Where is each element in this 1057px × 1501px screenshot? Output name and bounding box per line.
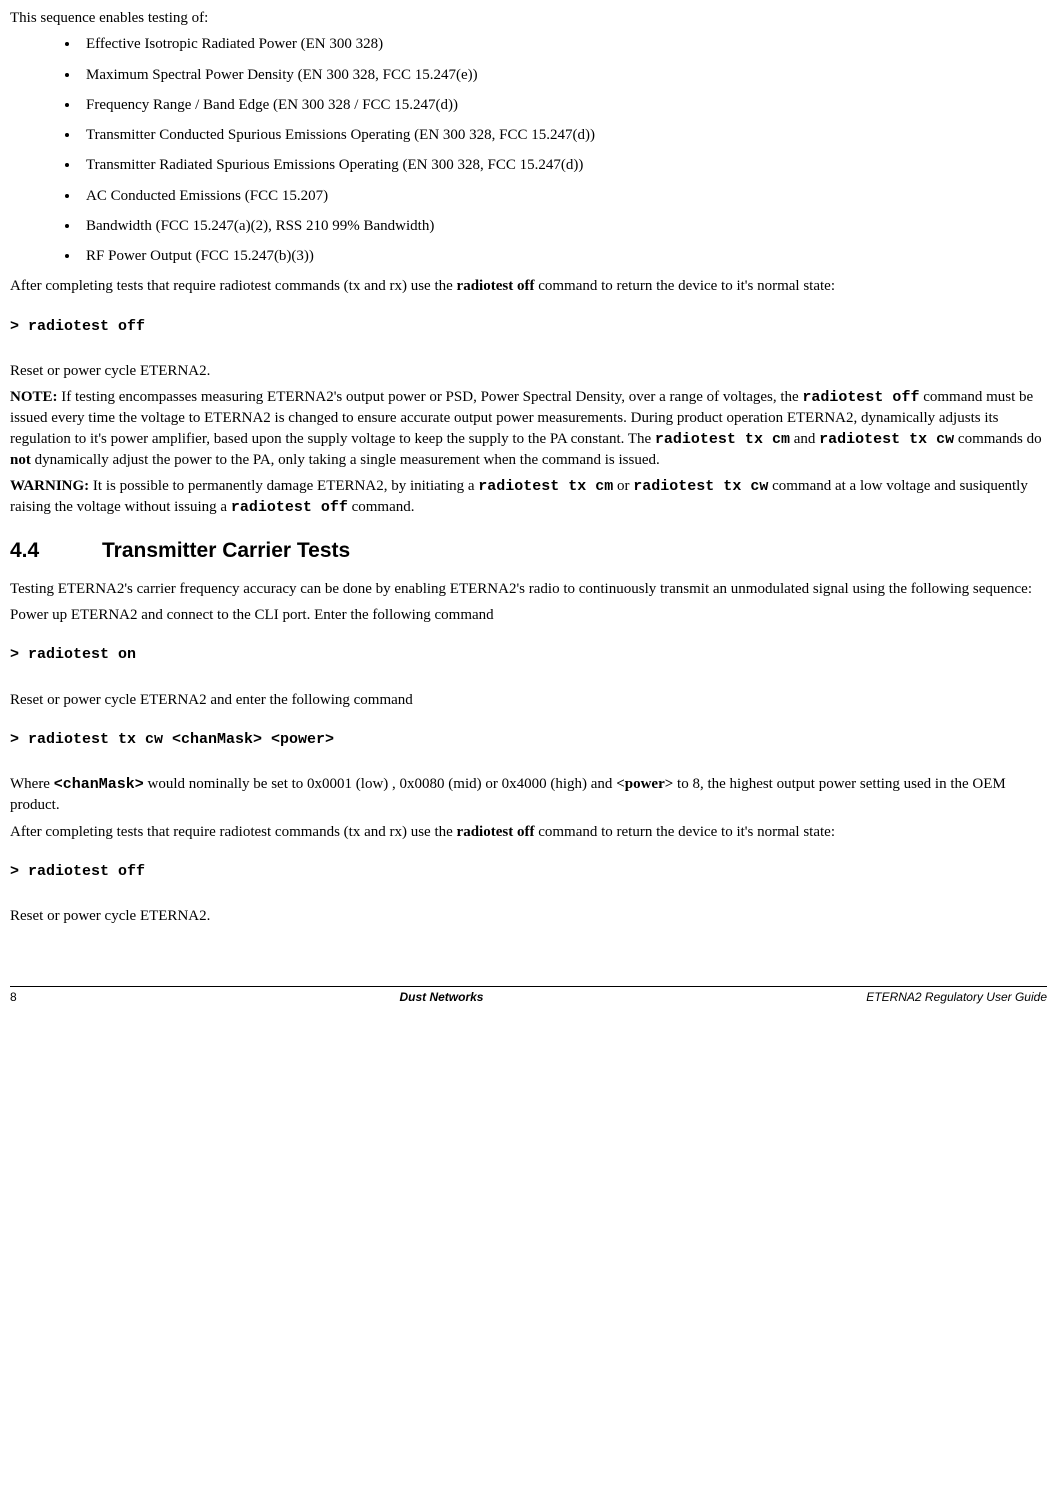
carrier-p2: Power up ETERNA2 and connect to the CLI …: [10, 605, 1047, 625]
text: dynamically adjust the power to the PA, …: [31, 452, 660, 468]
section-heading: 4.4Transmitter Carrier Tests: [10, 537, 1047, 565]
command-radiotest-txcw: > radiotest tx cw <chanMask> <power>: [10, 730, 1047, 750]
power-inline: <power>: [616, 776, 673, 792]
text: If testing encompasses measuring ETERNA2…: [58, 389, 803, 405]
reset-text-2: Reset or power cycle ETERNA2.: [10, 906, 1047, 926]
text: After completing tests that require radi…: [10, 824, 457, 840]
radiotest-off-bold: radiotest off: [457, 824, 535, 840]
test-list: Effective Isotropic Radiated Power (EN 3…: [10, 34, 1047, 266]
section-number: 4.4: [10, 537, 102, 565]
cmd-inline-cw: radiotest tx cw: [819, 431, 954, 448]
footer-company: Dust Networks: [399, 989, 483, 1005]
carrier-p1: Testing ETERNA2's carrier frequency accu…: [10, 579, 1047, 599]
text: command.: [348, 499, 415, 515]
list-item: AC Conducted Emissions (FCC 15.207): [80, 186, 1047, 206]
text: It is possible to permanently damage ETE…: [89, 478, 478, 494]
after-tests-paragraph-2: After completing tests that require radi…: [10, 822, 1047, 842]
intro-text: This sequence enables testing of:: [10, 8, 1047, 28]
list-item: Effective Isotropic Radiated Power (EN 3…: [80, 34, 1047, 54]
command-radiotest-on: > radiotest on: [10, 645, 1047, 665]
list-item: Transmitter Radiated Spurious Emissions …: [80, 155, 1047, 175]
text: or: [613, 478, 633, 494]
cmd-inline-cm: radiotest tx cm: [655, 431, 790, 448]
text: command to return the device to it's nor…: [534, 824, 835, 840]
section-title: Transmitter Carrier Tests: [102, 539, 350, 562]
text: command to return the device to it's nor…: [534, 278, 835, 294]
text: and: [790, 431, 819, 447]
reset-text-1: Reset or power cycle ETERNA2.: [10, 361, 1047, 381]
cmd-inline-cw: radiotest tx cw: [633, 478, 768, 495]
command-radiotest-off: > radiotest off: [10, 317, 1047, 337]
carrier-p3: Reset or power cycle ETERNA2 and enter t…: [10, 690, 1047, 710]
list-item: Transmitter Conducted Spurious Emissions…: [80, 125, 1047, 145]
note-label: NOTE:: [10, 389, 58, 405]
after-tests-paragraph: After completing tests that require radi…: [10, 276, 1047, 296]
cmd-inline-off: radiotest off: [231, 499, 348, 516]
note-paragraph: NOTE: If testing encompasses measuring E…: [10, 387, 1047, 470]
page-footer: 8 Dust Networks ETERNA2 Regulatory User …: [10, 986, 1047, 1005]
list-item: Frequency Range / Band Edge (EN 300 328 …: [80, 95, 1047, 115]
text: Where: [10, 776, 54, 792]
list-item: Maximum Spectral Power Density (EN 300 3…: [80, 65, 1047, 85]
list-item: Bandwidth (FCC 15.247(a)(2), RSS 210 99%…: [80, 216, 1047, 236]
cmd-inline-cm: radiotest tx cm: [478, 478, 613, 495]
list-item: RF Power Output (FCC 15.247(b)(3)): [80, 246, 1047, 266]
warning-paragraph: WARNING: It is possible to permanently d…: [10, 476, 1047, 519]
chanmask-inline: <chanMask>: [54, 776, 144, 793]
command-radiotest-off-2: > radiotest off: [10, 862, 1047, 882]
radiotest-off-bold: radiotest off: [457, 278, 535, 294]
cmd-inline-off: radiotest off: [802, 389, 919, 406]
text: After completing tests that require radi…: [10, 278, 457, 294]
text: commands do: [954, 431, 1042, 447]
footer-page-number: 8: [10, 989, 17, 1005]
text: would nominally be set to 0x0001 (low) ,…: [144, 776, 616, 792]
not-bold: not: [10, 452, 31, 468]
warning-label: WARNING:: [10, 478, 89, 494]
where-paragraph: Where <chanMask> would nominally be set …: [10, 774, 1047, 816]
footer-doc-title: ETERNA2 Regulatory User Guide: [866, 989, 1047, 1005]
